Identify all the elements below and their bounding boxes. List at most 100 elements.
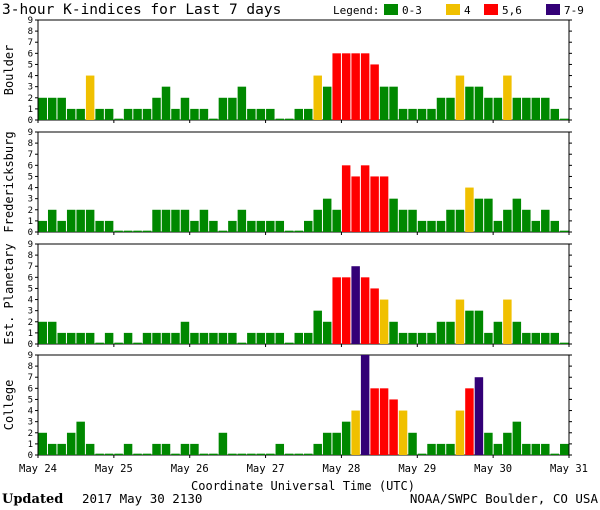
- bar: [275, 443, 285, 455]
- y-tick-label: 6: [28, 161, 33, 171]
- bar: [123, 443, 133, 455]
- bar: [332, 432, 341, 455]
- bar: [360, 277, 370, 344]
- bar: [57, 332, 66, 344]
- bar: [294, 230, 303, 232]
- y-tick-label: 5: [28, 60, 33, 70]
- bar: [304, 108, 313, 120]
- bar: [133, 342, 142, 344]
- bar: [161, 443, 171, 455]
- bar: [104, 332, 114, 344]
- bar: [370, 176, 379, 232]
- bar: [180, 97, 190, 120]
- bar: [503, 299, 512, 344]
- bar: [304, 220, 313, 232]
- bar: [446, 209, 455, 232]
- bar: [408, 332, 417, 344]
- bar: [266, 453, 275, 455]
- bar: [123, 332, 133, 344]
- bar: [152, 97, 161, 120]
- bar: [209, 118, 218, 120]
- y-tick-label: 9: [28, 128, 33, 138]
- bar: [398, 209, 408, 232]
- bar: [123, 230, 133, 232]
- bar: [66, 332, 76, 344]
- y-tick-label: 0: [28, 451, 33, 461]
- x-tick-label: May 31: [550, 463, 588, 475]
- bar: [180, 443, 190, 455]
- x-tick-label: May 30: [474, 463, 512, 475]
- y-tick-label: 6: [28, 384, 33, 394]
- bar: [294, 453, 303, 455]
- bar: [474, 198, 484, 232]
- bar: [199, 209, 209, 232]
- bar: [484, 97, 493, 120]
- bar: [133, 453, 142, 455]
- bar: [47, 321, 57, 344]
- bar: [247, 220, 256, 232]
- bar: [446, 443, 455, 455]
- y-tick-label: 2: [28, 94, 33, 104]
- x-tick-label: May 27: [247, 463, 285, 475]
- bar: [332, 277, 341, 344]
- bar: [57, 97, 66, 120]
- x-tick-label: May 29: [398, 463, 436, 475]
- bar: [171, 108, 180, 120]
- bar: [85, 75, 95, 120]
- panels: 0123456789Boulder0123456789Fredericksbur…: [2, 16, 572, 461]
- bar: [427, 443, 436, 455]
- legend-text-4: 4: [464, 4, 471, 17]
- x-tick-label: May 26: [171, 463, 209, 475]
- bar: [341, 53, 351, 120]
- bar: [57, 220, 66, 232]
- bar: [512, 421, 522, 455]
- bar: [379, 86, 389, 120]
- bar: [38, 432, 47, 455]
- bar: [427, 220, 436, 232]
- bar: [47, 209, 57, 232]
- bar: [322, 321, 332, 344]
- bar: [531, 443, 541, 455]
- bar: [512, 321, 522, 344]
- y-tick-label: 4: [28, 296, 33, 306]
- bar: [446, 321, 455, 344]
- bar: [294, 332, 303, 344]
- bar: [218, 230, 228, 232]
- bar: [522, 332, 531, 344]
- bar: [408, 432, 417, 455]
- bar: [351, 53, 360, 120]
- bar: [180, 321, 190, 344]
- x-axis-label: Coordinate Universal Time (UTC): [191, 479, 415, 493]
- bar: [351, 266, 360, 344]
- bar: [379, 176, 389, 232]
- bar: [427, 332, 436, 344]
- bar: [209, 220, 218, 232]
- bar: [332, 53, 341, 120]
- bar: [199, 332, 209, 344]
- updated-value: 2017 May 30 2130: [82, 491, 202, 506]
- bar: [142, 453, 152, 455]
- legend-swatch-0-3: [384, 4, 398, 15]
- bar: [275, 332, 285, 344]
- bar: [266, 332, 275, 344]
- bar: [38, 97, 47, 120]
- bar: [560, 230, 569, 232]
- x-tick-label: May 24: [19, 463, 57, 475]
- bar: [493, 443, 503, 455]
- bar: [408, 209, 417, 232]
- panel-label-fredericksburg: Fredericksburg: [2, 131, 16, 232]
- bar: [313, 75, 322, 120]
- y-tick-label: 7: [28, 373, 33, 383]
- updated-label: Updated: [2, 492, 63, 507]
- bar: [341, 165, 351, 232]
- bar: [493, 97, 503, 120]
- y-tick-label: 8: [28, 251, 33, 261]
- bar: [351, 176, 360, 232]
- bar: [161, 332, 171, 344]
- bar: [341, 277, 351, 344]
- legend: 0-3 4 5,6 7-9: [384, 4, 584, 17]
- y-tick-label: 8: [28, 27, 33, 37]
- bar: [503, 432, 512, 455]
- bar: [531, 220, 541, 232]
